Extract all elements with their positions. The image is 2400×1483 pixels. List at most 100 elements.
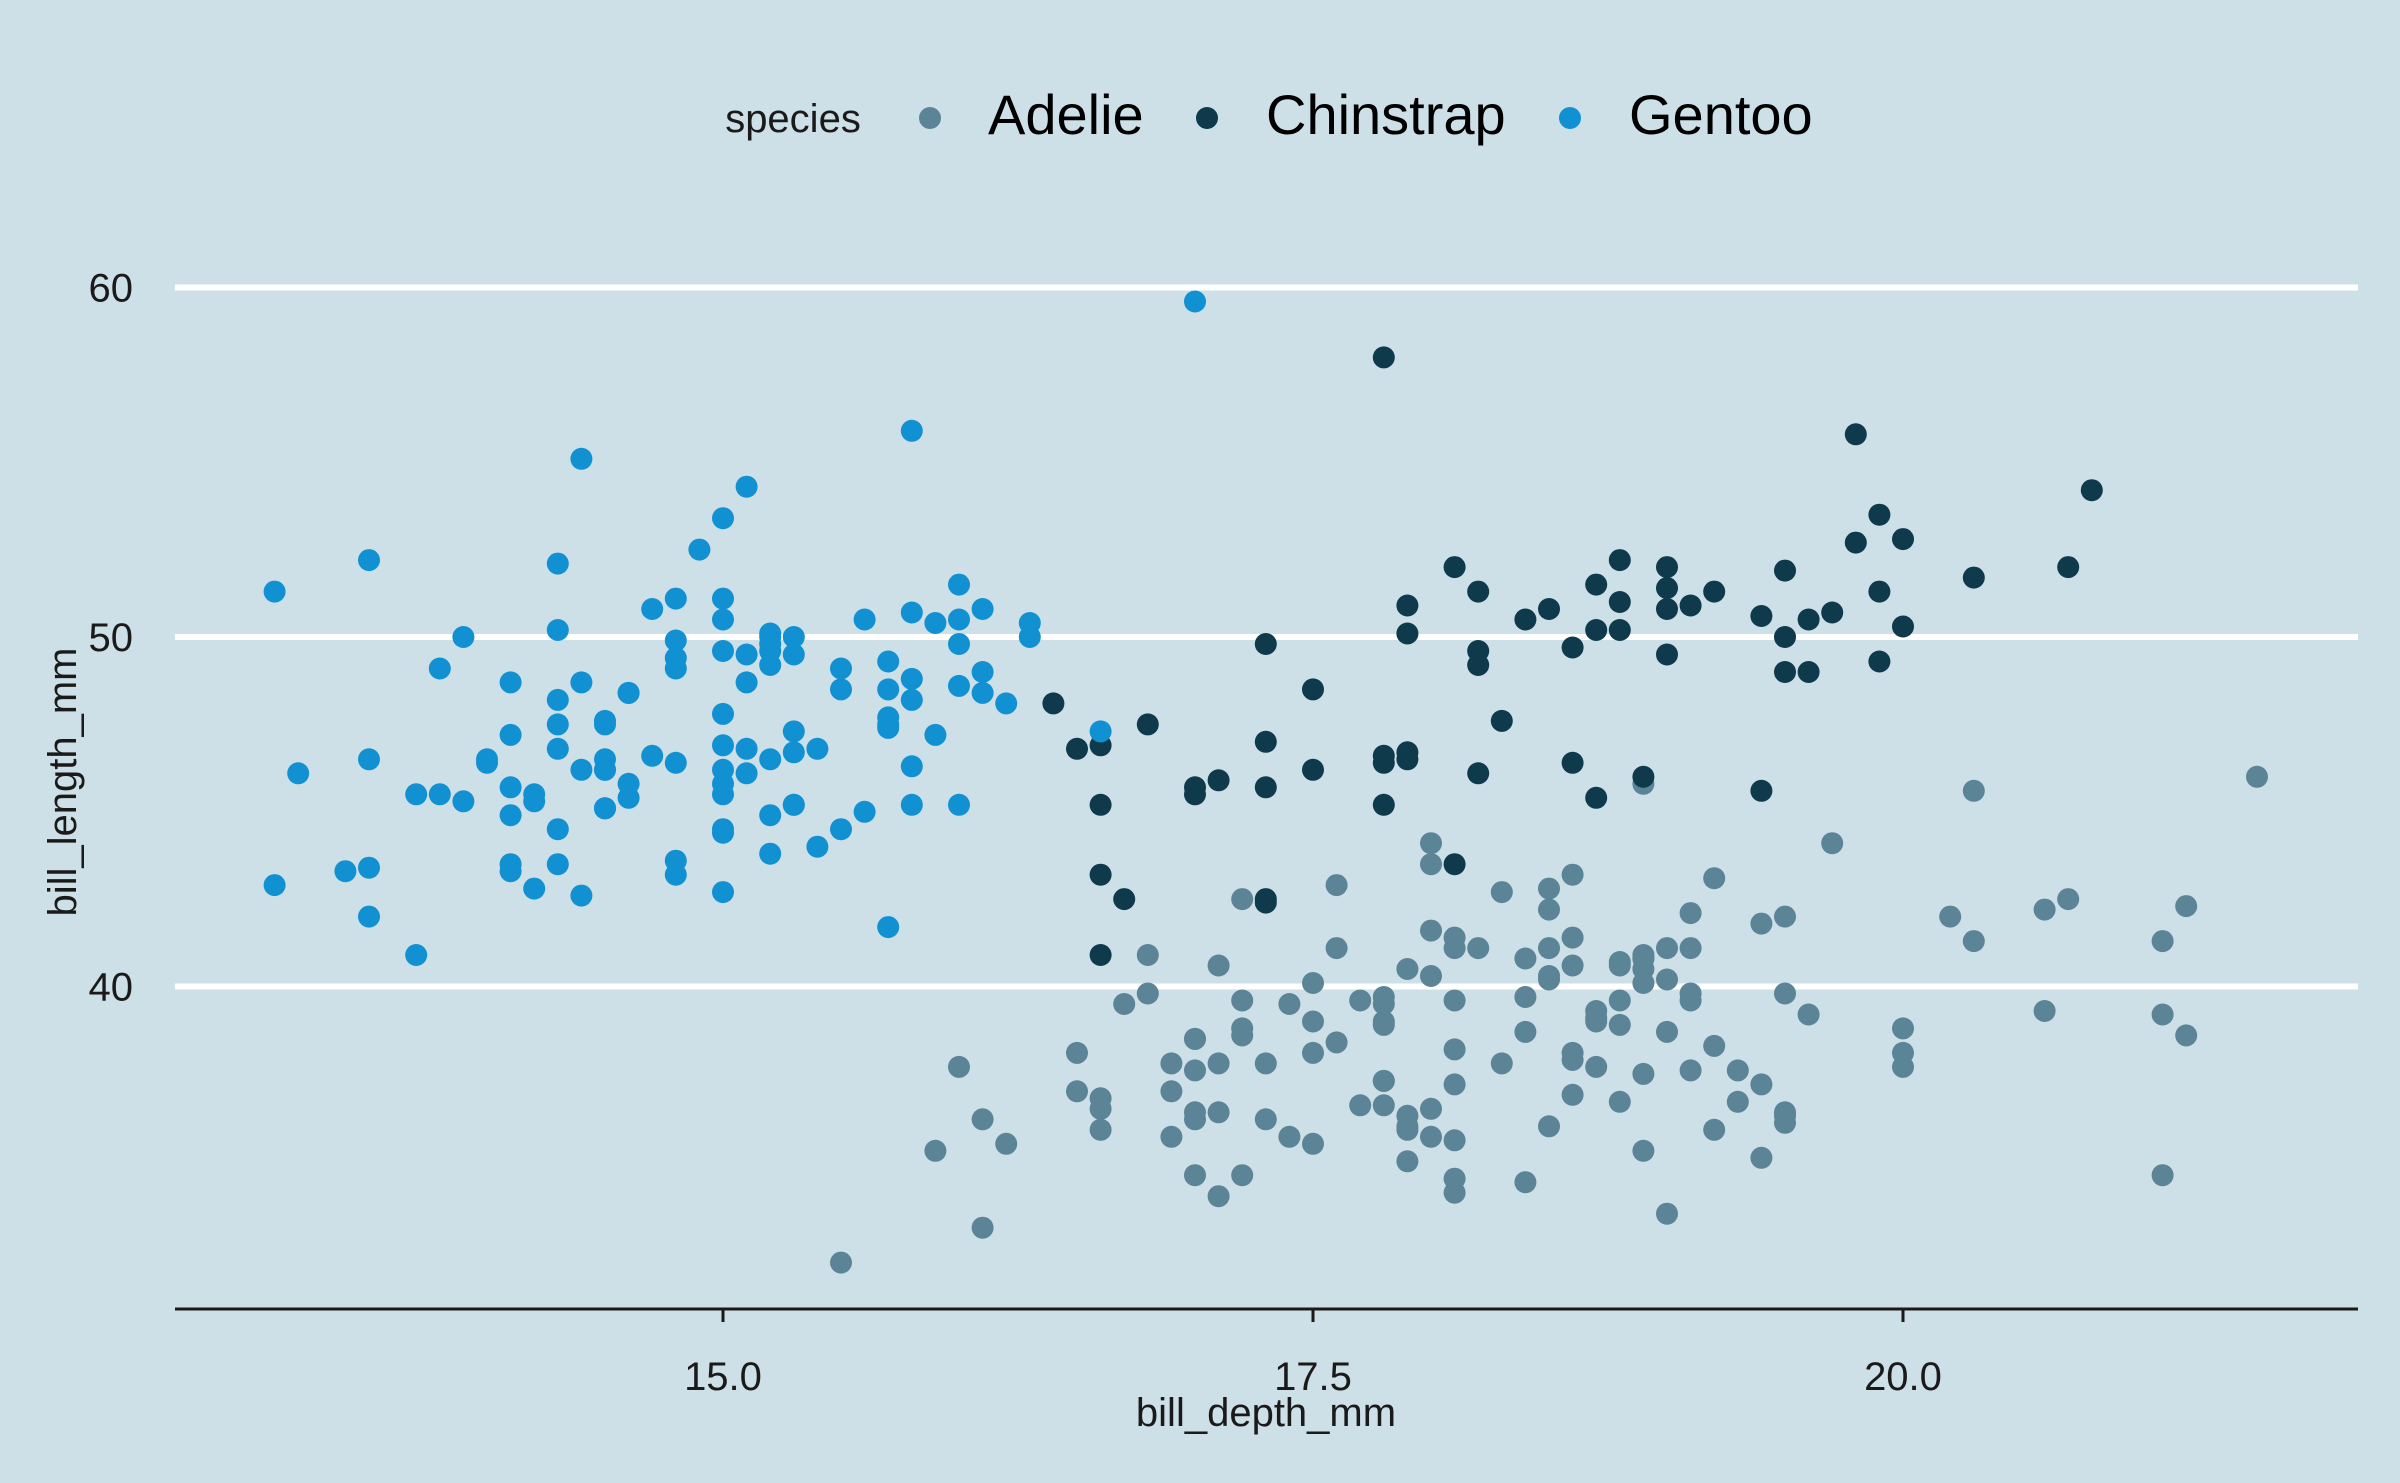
point-gentoo: [405, 944, 428, 966]
point-gentoo: [735, 643, 758, 666]
point-adelie: [1608, 1090, 1631, 1113]
point-gentoo: [664, 587, 687, 610]
legend-label-adelie: Adelie: [988, 83, 1144, 146]
point-adelie: [1160, 1052, 1183, 1075]
point-adelie: [1420, 853, 1442, 876]
legend-key-gentoo: [1559, 107, 1581, 129]
point-adelie: [1066, 1041, 1088, 1064]
point-chinstrap: [1892, 615, 1914, 638]
point-gentoo: [877, 650, 900, 673]
point-gentoo: [570, 884, 593, 907]
point-chinstrap: [1443, 853, 1466, 876]
point-adelie: [1184, 1027, 1206, 1050]
point-adelie: [1538, 937, 1560, 960]
point-gentoo: [499, 671, 522, 694]
point-chinstrap: [2080, 479, 2103, 502]
point-gentoo: [712, 818, 734, 841]
point-adelie: [2033, 898, 2056, 921]
point-gentoo: [877, 916, 900, 939]
point-adelie: [1726, 1090, 1749, 1113]
point-chinstrap: [1042, 692, 1065, 715]
point-adelie: [1302, 1132, 1324, 1155]
point-adelie: [1136, 944, 1159, 966]
point-gentoo: [782, 626, 805, 648]
point-adelie: [1962, 930, 1985, 953]
y-axis-ticks: 40 50 60: [89, 267, 134, 1010]
point-gentoo: [759, 842, 782, 865]
point-chinstrap: [1703, 580, 1726, 603]
point-gentoo: [499, 804, 522, 827]
point-adelie: [1797, 1003, 1820, 1026]
point-adelie: [1372, 1069, 1395, 1092]
point-chinstrap: [1467, 640, 1490, 662]
point-chinstrap: [1656, 598, 1678, 620]
point-adelie: [1443, 989, 1466, 1012]
point-gentoo: [523, 877, 546, 900]
point-adelie: [1726, 1059, 1749, 1082]
point-adelie: [1490, 881, 1513, 904]
point-adelie: [1703, 867, 1726, 890]
point-chinstrap: [1656, 643, 1678, 666]
point-gentoo: [712, 640, 734, 662]
point-adelie: [2151, 930, 2174, 953]
point-gentoo: [499, 723, 522, 746]
point-adelie: [1632, 972, 1655, 994]
point-adelie: [1302, 972, 1324, 994]
point-gentoo: [664, 751, 687, 774]
point-adelie: [1325, 1031, 1348, 1054]
point-gentoo: [782, 793, 805, 816]
point-gentoo: [712, 608, 734, 631]
y-tick-label: 60: [89, 267, 134, 311]
point-chinstrap: [1538, 598, 1560, 620]
point-gentoo: [617, 772, 640, 795]
point-gentoo: [1184, 290, 1206, 313]
point-adelie: [2246, 765, 2268, 788]
point-gentoo: [476, 751, 498, 774]
point-adelie: [1679, 1059, 1702, 1082]
point-chinstrap: [1892, 528, 1914, 551]
point-gentoo: [499, 853, 522, 876]
point-adelie: [1656, 968, 1678, 991]
point-chinstrap: [1396, 594, 1419, 617]
point-gentoo: [428, 783, 451, 806]
point-adelie: [1561, 954, 1584, 977]
point-chinstrap: [1302, 678, 1324, 701]
point-chinstrap: [1396, 622, 1419, 645]
point-chinstrap: [1207, 769, 1230, 792]
point-adelie: [1372, 1094, 1395, 1117]
point-gentoo: [358, 905, 380, 928]
point-adelie: [1490, 1052, 1513, 1075]
point-adelie: [1420, 1125, 1442, 1148]
point-chinstrap: [1372, 793, 1395, 816]
point-gentoo: [1018, 612, 1041, 634]
point-gentoo: [971, 681, 994, 704]
point-adelie: [1231, 1024, 1254, 1047]
point-adelie: [1349, 1094, 1372, 1117]
point-gentoo: [830, 818, 852, 841]
point-adelie: [1420, 832, 1442, 855]
point-chinstrap: [1302, 758, 1324, 781]
point-gentoo: [712, 587, 734, 610]
point-gentoo: [334, 860, 357, 883]
point-chinstrap: [1774, 626, 1796, 648]
point-adelie: [1774, 982, 1796, 1005]
point-gentoo: [405, 783, 428, 806]
point-adelie: [1207, 1052, 1230, 1075]
point-adelie: [1372, 1010, 1395, 1033]
legend: species Adelie Chinstrap Gentoo: [725, 83, 1813, 146]
point-gentoo: [948, 573, 970, 596]
point-gentoo: [948, 633, 970, 655]
point-adelie: [1207, 1101, 1230, 1124]
point-gentoo: [853, 608, 876, 631]
point-chinstrap: [1868, 650, 1891, 673]
point-adelie: [1656, 1020, 1678, 1043]
point-gentoo: [712, 507, 734, 530]
point-gentoo: [712, 734, 734, 757]
point-gentoo: [452, 790, 475, 813]
point-gentoo: [546, 552, 569, 575]
point-gentoo: [900, 419, 923, 442]
point-adelie: [1231, 989, 1254, 1012]
point-gentoo: [735, 737, 758, 760]
point-adelie: [1703, 1118, 1726, 1141]
point-gentoo: [546, 619, 569, 641]
